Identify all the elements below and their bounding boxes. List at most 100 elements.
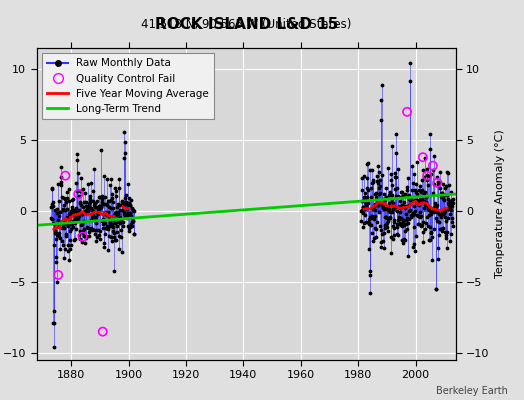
Point xyxy=(430,209,438,215)
Point xyxy=(369,179,377,186)
Point xyxy=(126,211,134,217)
Point xyxy=(85,232,93,239)
Point xyxy=(374,180,382,187)
Point xyxy=(443,245,452,251)
Point xyxy=(61,206,69,213)
Point xyxy=(91,216,99,222)
Point xyxy=(402,221,410,227)
Point xyxy=(56,246,64,252)
Point xyxy=(88,226,96,232)
Point xyxy=(419,219,427,225)
Point xyxy=(420,205,428,211)
Point xyxy=(107,234,115,240)
Point xyxy=(106,220,114,227)
Point xyxy=(361,196,369,202)
Point xyxy=(116,220,124,226)
Point xyxy=(423,177,431,183)
Point xyxy=(358,207,366,213)
Point xyxy=(417,212,425,219)
Point xyxy=(385,208,394,214)
Point xyxy=(64,248,72,255)
Point xyxy=(116,218,125,224)
Point xyxy=(99,225,107,232)
Point xyxy=(95,194,104,201)
Point xyxy=(53,210,61,217)
Point xyxy=(73,188,82,194)
Point xyxy=(372,201,380,208)
Point xyxy=(368,167,376,174)
Point xyxy=(121,139,129,146)
Point xyxy=(389,200,398,206)
Point xyxy=(88,227,96,234)
Point xyxy=(439,225,447,232)
Point xyxy=(411,199,420,205)
Point xyxy=(392,208,401,214)
Point xyxy=(388,182,397,188)
Point xyxy=(363,175,371,181)
Point xyxy=(413,200,422,206)
Point xyxy=(81,240,89,246)
Point xyxy=(374,163,383,169)
Point xyxy=(107,194,116,201)
Point xyxy=(399,219,408,225)
Point xyxy=(441,183,450,189)
Point xyxy=(445,211,454,217)
Point xyxy=(446,198,454,204)
Point xyxy=(73,212,82,219)
Point xyxy=(67,221,75,227)
Point xyxy=(421,201,429,208)
Point xyxy=(429,205,437,211)
Point xyxy=(359,204,367,210)
Point xyxy=(370,204,378,210)
Point xyxy=(384,228,392,234)
Point xyxy=(438,190,446,196)
Point xyxy=(380,222,389,229)
Point xyxy=(103,223,111,230)
Point xyxy=(449,223,457,230)
Point xyxy=(72,205,80,212)
Point xyxy=(394,216,402,223)
Point xyxy=(66,217,74,224)
Point xyxy=(82,199,90,205)
Point xyxy=(443,169,451,175)
Point xyxy=(386,249,395,256)
Point xyxy=(366,290,374,296)
Point xyxy=(366,268,375,274)
Point xyxy=(446,205,454,211)
Point xyxy=(100,244,108,250)
Point xyxy=(405,216,413,222)
Point xyxy=(424,237,433,244)
Point xyxy=(431,204,439,210)
Point xyxy=(83,208,92,214)
Point xyxy=(119,200,127,206)
Point xyxy=(88,206,96,213)
Point xyxy=(116,214,125,220)
Point xyxy=(387,171,396,177)
Point xyxy=(57,237,66,244)
Point xyxy=(372,234,380,240)
Point xyxy=(367,222,375,228)
Point xyxy=(379,205,387,211)
Point xyxy=(407,212,415,218)
Point xyxy=(396,220,404,226)
Point xyxy=(85,201,93,207)
Point xyxy=(442,192,451,198)
Point xyxy=(74,213,83,219)
Point xyxy=(383,219,391,226)
Point xyxy=(383,224,391,230)
Point xyxy=(123,212,132,219)
Point xyxy=(394,192,402,199)
Point xyxy=(47,214,56,221)
Text: Berkeley Earth: Berkeley Earth xyxy=(436,386,508,396)
Point xyxy=(128,219,136,225)
Point xyxy=(426,146,434,152)
Point xyxy=(358,204,367,210)
Point xyxy=(428,209,436,216)
Point xyxy=(422,166,431,173)
Point xyxy=(434,182,442,188)
Point xyxy=(397,194,406,200)
Point xyxy=(90,217,98,223)
Point xyxy=(431,200,440,206)
Point xyxy=(447,203,456,210)
Point xyxy=(444,204,453,211)
